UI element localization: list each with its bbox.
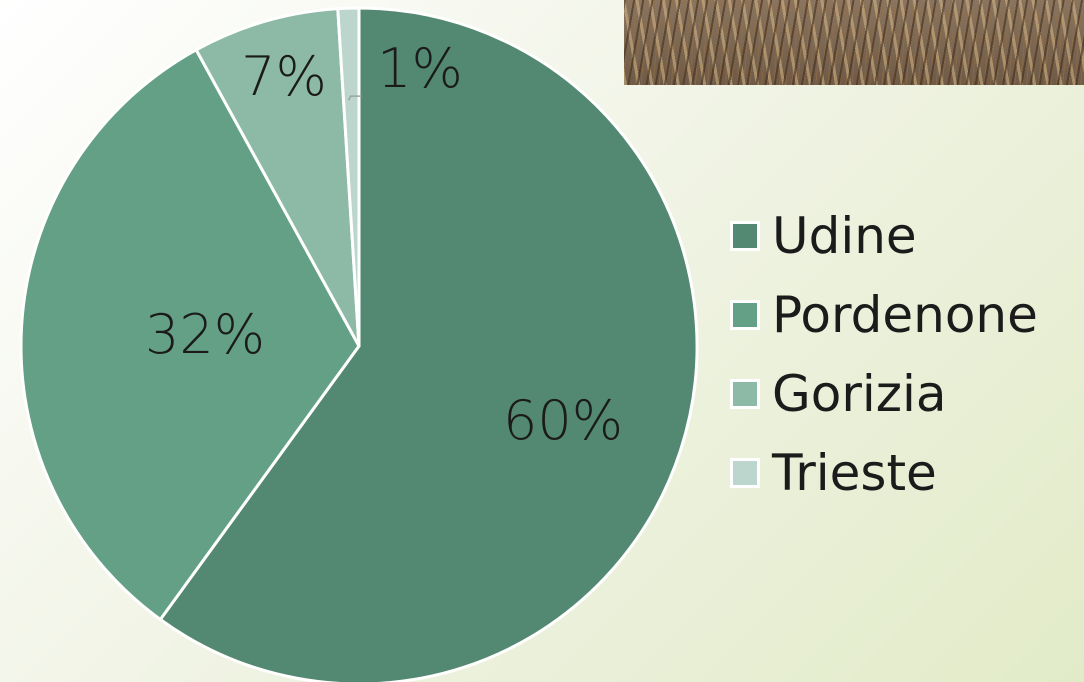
pie-slice-pordenone [19,47,361,622]
pie-slice-trieste [336,6,361,347]
leader-line-trieste [347,95,362,101]
data-label-pordenone: 32% [145,303,265,366]
data-label-trieste: 1% [377,37,463,100]
chart-legend: Udine Pordenone Gorizia Trieste [730,196,1038,512]
legend-item-gorizia: Gorizia [730,354,1038,433]
legend-swatch [730,378,760,409]
pie-slice-gorizia [194,7,361,347]
legend-swatch [730,299,760,330]
legend-label: Trieste [772,443,937,502]
data-label-gorizia: 7% [241,45,327,108]
legend-item-udine: Udine [730,196,1038,275]
legend-label: Udine [772,206,917,265]
legend-item-pordenone: Pordenone [730,275,1038,354]
legend-label: Gorizia [772,364,947,423]
legend-swatch [730,457,760,488]
legend-item-trieste: Trieste [730,433,1038,512]
legend-label: Pordenone [772,285,1038,344]
data-label-udine: 60% [503,389,623,452]
wheat-photo [624,0,1084,85]
legend-swatch [730,220,760,251]
pie-slice-udine [158,6,699,682]
